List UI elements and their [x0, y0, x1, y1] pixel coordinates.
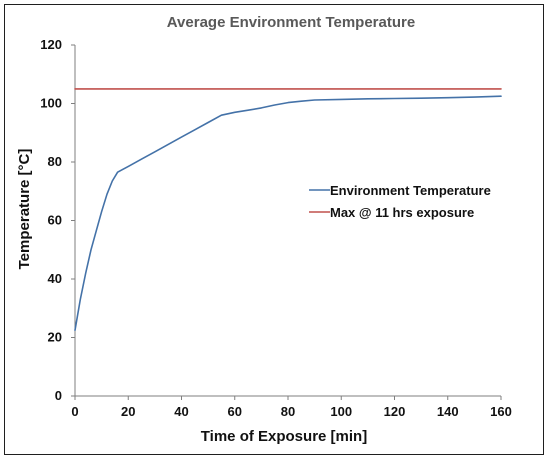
x-tick-label: 60 [228, 404, 242, 419]
x-tick-label: 40 [174, 404, 188, 419]
chart-frame [4, 4, 544, 455]
y-tick-label: 20 [48, 330, 62, 345]
x-tick-label: 20 [121, 404, 135, 419]
y-tick-label: 80 [48, 154, 62, 169]
y-tick-label: 100 [40, 96, 62, 111]
legend-label-1: Max @ 11 hrs exposure [330, 205, 474, 220]
x-tick-label: 0 [71, 404, 78, 419]
series-layer [74, 88, 502, 332]
legend-label-0: Environment Temperature [330, 183, 491, 198]
y-tick-label: 40 [48, 271, 62, 286]
y-tick-label: 120 [40, 37, 62, 52]
y-tick-label: 0 [55, 388, 62, 403]
x-axis-label: Time of Exposure [min] [201, 428, 367, 445]
x-tick-label: 100 [330, 404, 352, 419]
x-tick-label: 140 [437, 404, 459, 419]
x-tick-label: 80 [281, 404, 295, 419]
y-axis-label: Temperature [°C] [16, 149, 33, 270]
chart-axes: 0 20 40 60 80 100 120 140 160 0 20 40 60 80 100 120 [40, 37, 512, 419]
x-tick-label: 160 [490, 404, 512, 419]
y-tick-label: 60 [48, 213, 62, 228]
series-line-0 [74, 95, 502, 332]
chart-legend: Environment Temperature Max @ 11 hrs expo… [309, 183, 491, 220]
chart-title: Average Environment Temperature [167, 14, 415, 31]
x-tick-label: 120 [384, 404, 406, 419]
